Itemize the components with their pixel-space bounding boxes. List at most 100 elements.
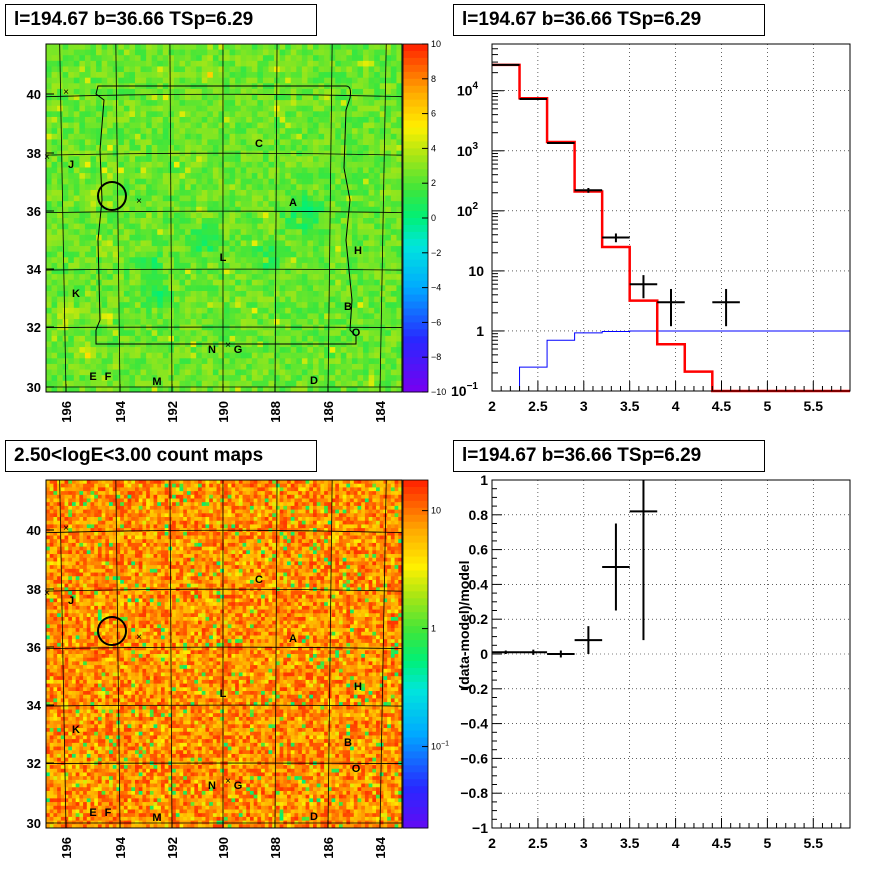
- map-cell: [340, 49, 347, 56]
- map-cell: [301, 88, 308, 95]
- map-cell: [251, 167, 258, 174]
- map-cell: [368, 111, 375, 118]
- map-cell: [296, 161, 303, 168]
- map-cell: [198, 498, 203, 503]
- map-cell: [229, 319, 236, 326]
- map-cell: [129, 173, 136, 180]
- map-cell: [68, 319, 75, 326]
- map-cell: [313, 206, 319, 213]
- map-cell: [190, 324, 197, 331]
- map-cell: [151, 178, 158, 185]
- map-cell: [123, 285, 130, 292]
- map-cell: [346, 502, 351, 507]
- map-cell: [396, 352, 403, 359]
- map-cell: [157, 111, 164, 118]
- map-cell: [140, 201, 147, 208]
- map-cell: [209, 483, 214, 488]
- map-cell: [118, 262, 125, 269]
- map-cell: [357, 173, 364, 180]
- map-cell: [274, 201, 281, 208]
- map-cell: [385, 122, 392, 129]
- map-cell: [379, 116, 386, 123]
- map-cell: [157, 319, 164, 326]
- map-cell: [363, 178, 370, 185]
- map-cell: [140, 290, 147, 297]
- map-cell: [101, 480, 106, 485]
- map-cell: [151, 49, 158, 56]
- map-cell: [51, 347, 58, 354]
- map-cell: [279, 274, 286, 281]
- map-cell: [129, 375, 136, 382]
- map-cell: [274, 319, 281, 326]
- map-cell: [179, 100, 186, 107]
- map-cell: [173, 72, 180, 79]
- map-cell: [231, 498, 236, 503]
- map-cell: [207, 218, 214, 225]
- map-cell: [135, 128, 141, 135]
- map-cell: [79, 178, 86, 185]
- map-cell: [116, 502, 121, 507]
- map-cell: [51, 285, 58, 292]
- map-cell: [274, 156, 281, 163]
- map-cell: [346, 55, 353, 62]
- map-cell: [84, 133, 91, 140]
- map-cell: [96, 330, 103, 337]
- map-cell: [329, 375, 336, 382]
- map-cell: [140, 352, 147, 359]
- map-cell: [84, 296, 91, 303]
- map-cell: [346, 83, 353, 90]
- map-cell: [268, 290, 275, 297]
- map-cell: [162, 94, 169, 101]
- map-cell: [73, 335, 80, 342]
- map-cell: [190, 498, 195, 503]
- map-cell: [246, 502, 251, 507]
- map-cell: [279, 122, 286, 129]
- map-cell: [179, 77, 186, 84]
- map-cell: [296, 100, 303, 107]
- map-cell: [353, 498, 358, 503]
- map-cell: [379, 307, 386, 314]
- map-cell: [385, 386, 392, 393]
- map-cell: [129, 66, 136, 73]
- map-cell: [318, 100, 325, 107]
- map-cell: [285, 100, 292, 107]
- map-cell: [201, 161, 208, 168]
- map-cell: [285, 201, 292, 208]
- map-cell: [73, 347, 80, 354]
- map-cell: [186, 502, 192, 507]
- map-cell: [201, 184, 208, 191]
- map-cell: [173, 145, 180, 152]
- map-cell: [75, 480, 80, 485]
- map-cell: [383, 491, 388, 496]
- map-cell: [46, 212, 52, 219]
- map-cell: [363, 223, 370, 230]
- map-cell: [101, 60, 108, 67]
- map-cell: [224, 268, 230, 275]
- map-cell: [60, 483, 65, 488]
- map-cell: [235, 156, 242, 163]
- map-cell: [329, 189, 336, 196]
- map-cell: [390, 386, 397, 393]
- map-cell: [396, 116, 403, 123]
- map-cell: [264, 502, 269, 507]
- map-cell: [129, 223, 136, 230]
- map-cell: [57, 494, 62, 499]
- map-cell: [274, 335, 281, 342]
- map-cell: [201, 94, 208, 101]
- map-cell: [307, 145, 314, 152]
- map-cell: [385, 335, 392, 342]
- map-cell: [135, 201, 141, 208]
- map-cell: [385, 201, 392, 208]
- map-cell: [290, 313, 297, 320]
- map-cell: [107, 358, 114, 365]
- map-cell: [205, 491, 210, 496]
- map-cell: [112, 491, 117, 496]
- map-cell: [84, 369, 91, 376]
- map-cell: [73, 234, 80, 241]
- map-cell: [283, 498, 288, 503]
- map-cell: [162, 363, 169, 370]
- map-cell: [157, 246, 164, 253]
- map-cell: [379, 105, 386, 112]
- map-cell: [135, 94, 141, 101]
- map-cell: [301, 161, 308, 168]
